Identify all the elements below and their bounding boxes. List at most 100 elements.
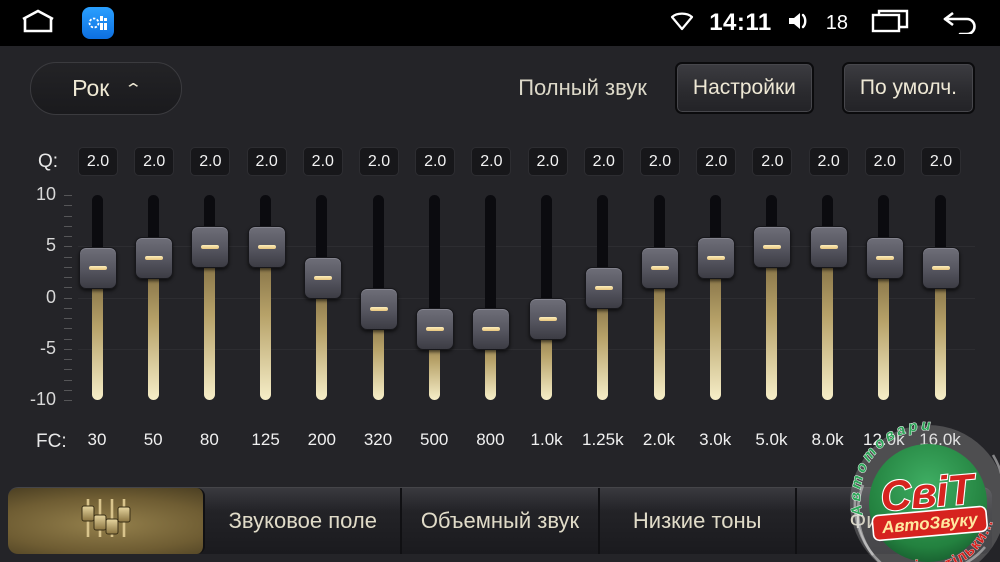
eq-axis-tick — [64, 287, 72, 289]
q-value-box[interactable]: 2.0 — [864, 147, 905, 176]
eq-slider-thumb[interactable] — [641, 246, 679, 289]
fc-value-label: 3.0k — [699, 430, 732, 449]
fc-value-label: 80 — [199, 430, 219, 449]
eq-slider-fill — [203, 246, 215, 400]
defaults-button[interactable]: По умолч. — [841, 62, 975, 114]
eq-slider-thumb[interactable] — [753, 226, 792, 269]
q-value-box[interactable]: 2.0 — [583, 147, 624, 176]
fc-value-label: 16.0k — [919, 430, 961, 449]
eq-slider-track — [484, 195, 496, 400]
eq-slider-thumb[interactable] — [528, 298, 567, 340]
thumb-dash — [932, 265, 950, 270]
eq-axis-tick — [64, 400, 72, 401]
fc-value-label: 500 — [420, 430, 449, 449]
tab-equalizer[interactable] — [8, 488, 206, 554]
fc-value-label: 30 — [87, 430, 107, 449]
thumb-dash — [426, 327, 445, 332]
thumb-dash — [651, 265, 669, 270]
eq-axis-tick — [64, 348, 72, 350]
eq-slider-fill — [147, 256, 159, 400]
eq-slider-thumb[interactable] — [79, 246, 117, 289]
eq-slider-thumb[interactable] — [697, 236, 736, 279]
thumb-dash — [538, 317, 557, 321]
q-value-box[interactable]: 2.0 — [246, 147, 287, 176]
eq-axis-tick — [64, 246, 72, 248]
wifi-icon — [669, 10, 695, 37]
fc-value-label: 12.0k — [863, 430, 905, 449]
fc-value-label: 5.0k — [755, 430, 788, 449]
recent-apps-icon[interactable] — [870, 8, 910, 39]
q-value-box[interactable]: 2.0 — [696, 147, 737, 176]
home-icon[interactable] — [20, 8, 56, 39]
fc-value-label: 125 — [251, 430, 280, 449]
q-value-box[interactable]: 2.0 — [808, 147, 849, 176]
eq-slider-fill — [372, 307, 384, 400]
q-value-box[interactable]: 2.0 — [78, 147, 118, 176]
eq-slider-thumb[interactable] — [247, 226, 286, 269]
eq-slider-fill — [709, 256, 721, 400]
eq-axis-tick — [64, 379, 72, 381]
eq-slider-thumb[interactable] — [416, 308, 455, 351]
eq-slider-fill — [653, 266, 665, 400]
thumb-dash — [313, 276, 332, 280]
q-value-box[interactable]: 2.0 — [640, 147, 680, 176]
eq-slider-thumb[interactable] — [865, 236, 904, 279]
eq-axis-tick — [64, 236, 72, 237]
eq-axis-tick — [64, 338, 72, 340]
preset-dropdown[interactable]: Рок ⌃ — [30, 62, 182, 115]
eq-slider-fill — [316, 277, 328, 400]
eq-slider-track — [541, 195, 553, 400]
q-row-label: Q: — [38, 151, 59, 172]
back-icon[interactable] — [940, 8, 980, 39]
q-value-box[interactable]: 2.0 — [302, 147, 343, 176]
tab-filters[interactable]: Фильтры — [849, 508, 940, 533]
eq-slider-thumb[interactable] — [135, 236, 174, 279]
tab-surround-sound[interactable]: Объемный звук — [402, 488, 600, 554]
fc-value-label: 50 — [143, 430, 163, 449]
fc-value-label: 800 — [476, 430, 505, 449]
eq-slider-fill — [878, 256, 890, 400]
eq-slider-thumb[interactable] — [922, 246, 960, 289]
eq-axis-tick — [64, 225, 72, 227]
eq-axis-tick — [64, 195, 72, 196]
fc-value-label: 8.0k — [811, 430, 844, 449]
equalizer-app-icon[interactable] — [82, 7, 114, 39]
q-value-box[interactable]: 2.0 — [921, 147, 961, 176]
equalizer-sliders-icon — [73, 495, 139, 547]
thumb-dash — [875, 255, 894, 260]
eq-axis-tick — [64, 359, 72, 360]
eq-slider-thumb[interactable] — [303, 257, 342, 299]
q-value-box[interactable]: 2.0 — [752, 147, 793, 176]
eq-axis-tick — [64, 307, 72, 309]
eq-slider-thumb[interactable] — [472, 308, 511, 351]
fc-value-label: 1.0k — [530, 430, 563, 449]
thumb-dash — [370, 306, 388, 311]
q-value-box[interactable]: 2.0 — [134, 147, 175, 176]
eq-slider-thumb[interactable] — [191, 226, 230, 269]
eq-slider-thumb[interactable] — [584, 267, 623, 310]
q-value-box[interactable]: 2.0 — [527, 147, 568, 176]
eq-axis-label: -5 — [39, 337, 56, 358]
eq-slider-fill — [260, 246, 272, 400]
eq-axis-tick — [64, 205, 72, 207]
q-value-box[interactable]: 2.0 — [471, 147, 512, 176]
eq-slider-fill — [822, 246, 834, 400]
tab-low-tones[interactable]: Низкие тоны — [600, 488, 797, 554]
eq-gridline — [78, 348, 975, 350]
q-value-box[interactable]: 2.0 — [415, 147, 456, 176]
eq-slider-thumb[interactable] — [809, 226, 848, 269]
eq-axis-tick — [64, 318, 72, 319]
eq-axis-label: 0 — [45, 286, 56, 307]
q-value-box[interactable]: 2.0 — [359, 147, 399, 176]
eq-slider-thumb[interactable] — [360, 287, 398, 330]
fc-row-label: FC: — [36, 431, 67, 452]
eq-axis-label: 10 — [35, 184, 56, 204]
tab-sound-field[interactable]: Звуковое поле — [205, 488, 403, 554]
preset-value: Рок — [72, 75, 110, 101]
settings-button[interactable]: Настройки — [674, 62, 814, 114]
eq-gridline — [78, 297, 975, 299]
eq-slider-fill — [541, 318, 553, 400]
q-value-box[interactable]: 2.0 — [190, 147, 231, 176]
fc-value-label: 1.25k — [582, 430, 624, 449]
